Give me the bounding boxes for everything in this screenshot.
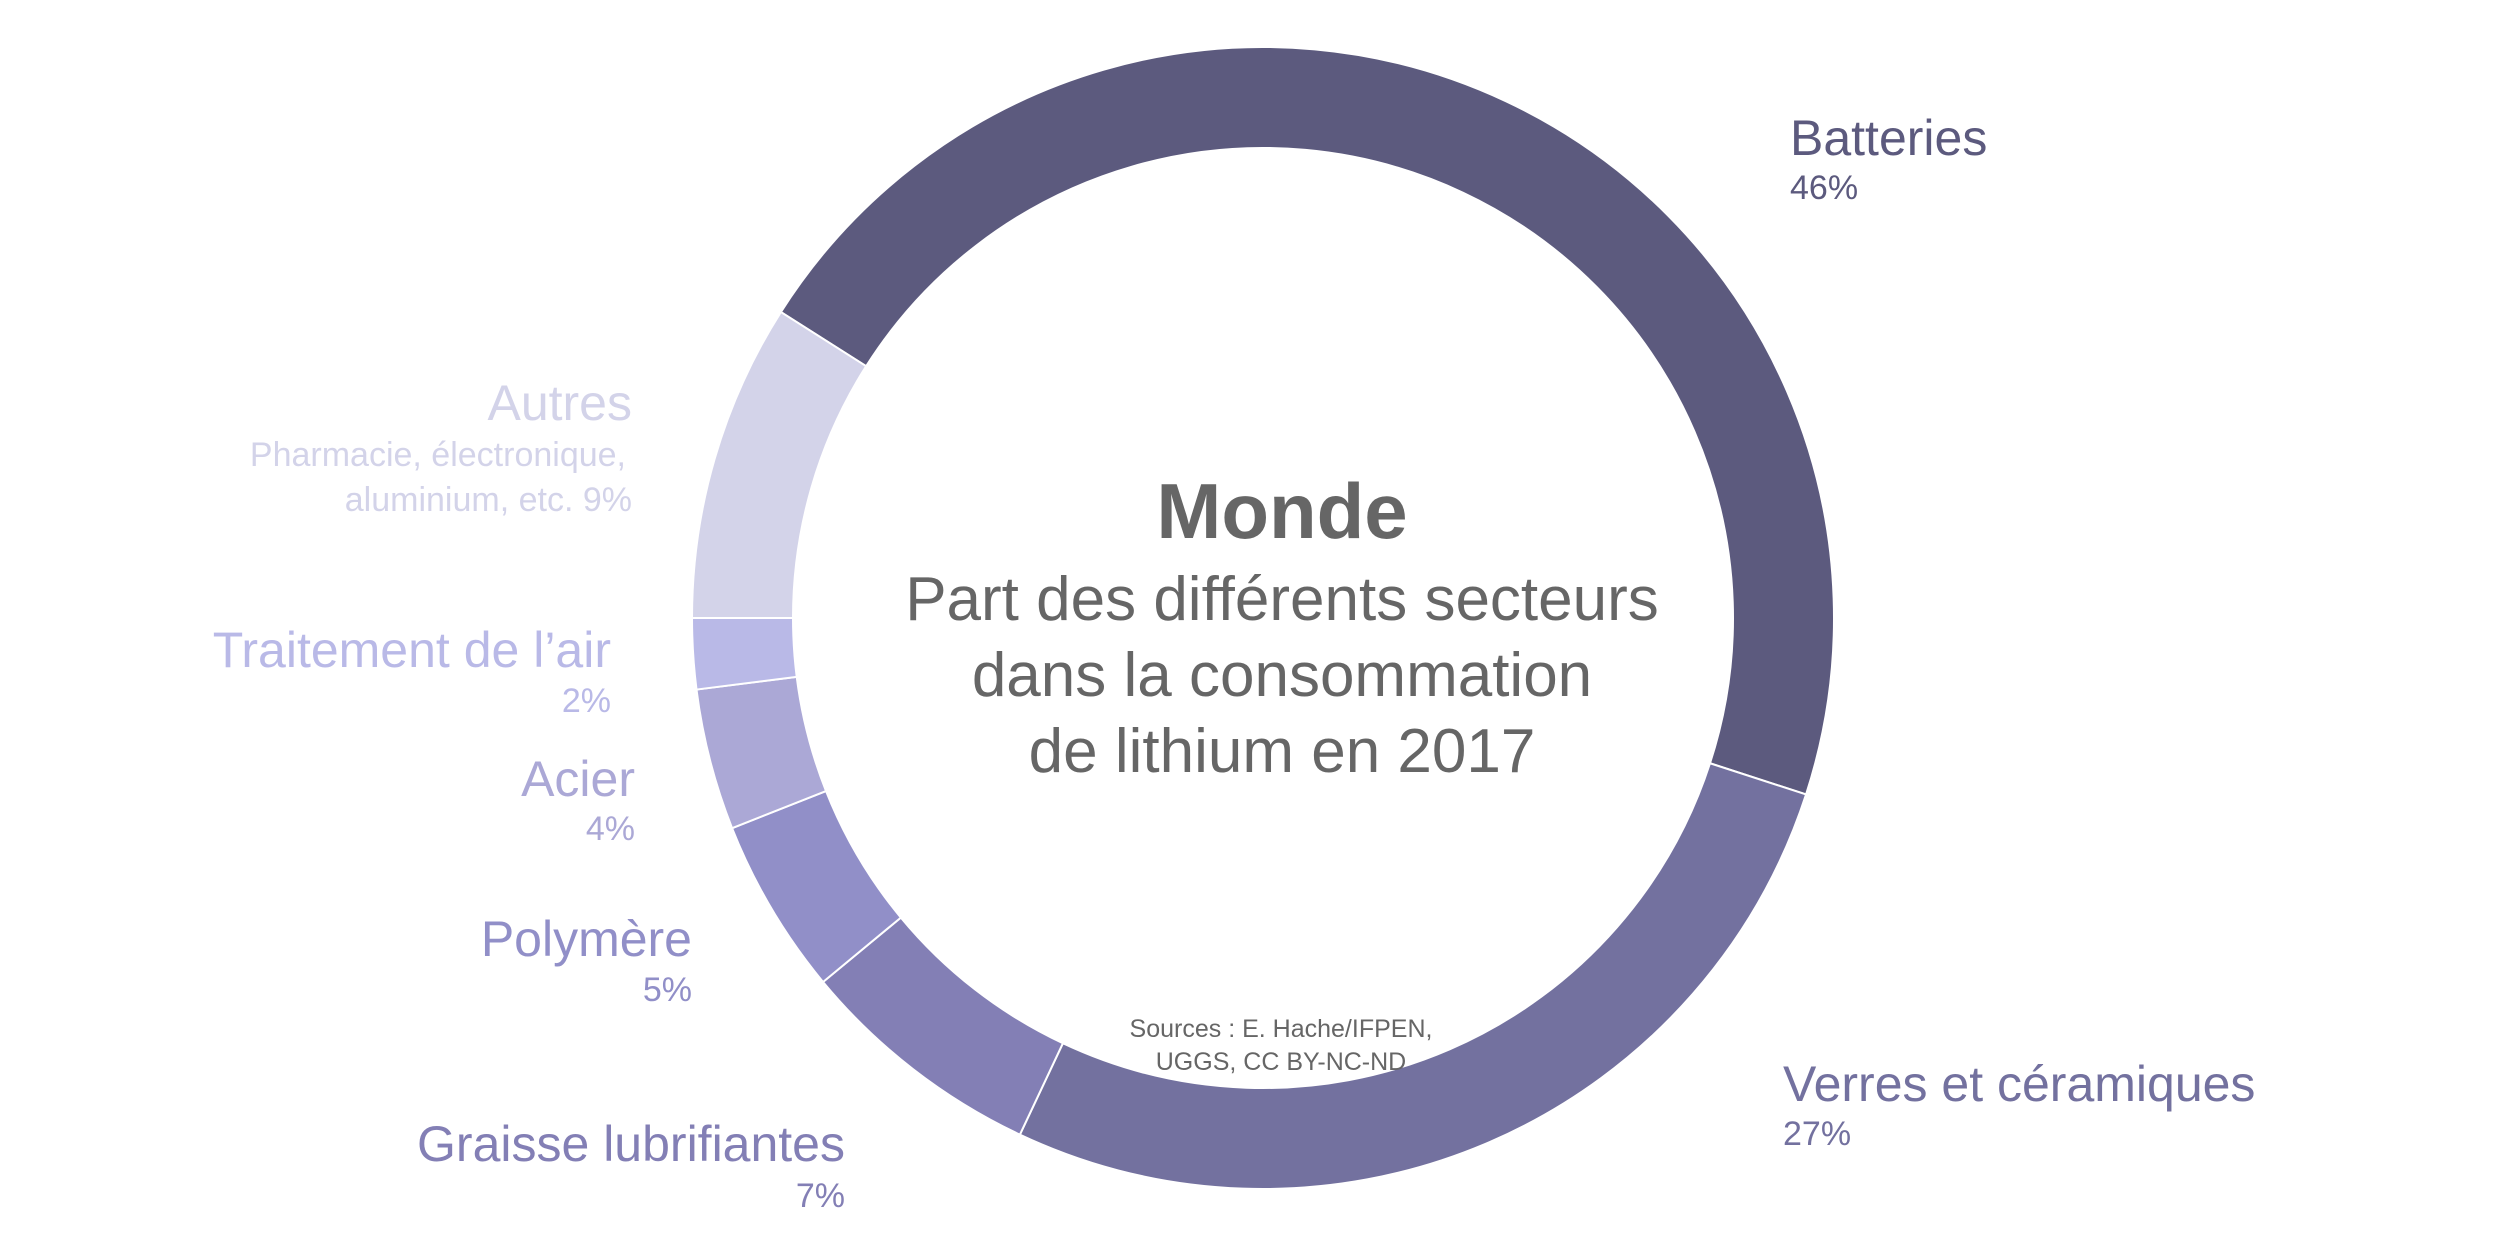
- slice-batteries: [779, 46, 1835, 796]
- pct-polymere: 5%: [643, 971, 692, 1009]
- detail-autres-line-2: aluminium, etc. 9%: [345, 481, 632, 519]
- chart-subtitle-line-2: dans la consommation: [972, 641, 1592, 710]
- label-traitement-air: Traitement de l’air: [213, 622, 611, 678]
- pct-acier: 4%: [586, 810, 635, 848]
- source-line-1: Sources : E. Hache/IFPEN,: [1130, 1015, 1433, 1043]
- slice-verres-et-ceramiques: [1018, 761, 1808, 1190]
- label-batteries: Batteries: [1790, 110, 1987, 166]
- pct-graisse-lubrifiantes: 7%: [796, 1177, 845, 1215]
- chart-title: Monde: [1156, 467, 1407, 555]
- label-autres: Autres: [487, 375, 632, 431]
- donut-slices: [690, 46, 1835, 1190]
- pct-verres-ceramiques: 27%: [1783, 1115, 1851, 1153]
- label-graisse-lubrifiantes: Graisse lubrifiantes: [417, 1116, 845, 1172]
- chart-subtitle-line-1: Part des différents secteurs: [905, 565, 1659, 634]
- detail-autres-line-1: Pharmacie, électronique,: [250, 436, 626, 474]
- chart-subtitle-line-3: de lithium en 2017: [1029, 717, 1536, 786]
- slice-autres: [690, 310, 868, 619]
- source-line-2: UGGS, CC BY-NC-ND: [1156, 1048, 1407, 1076]
- pct-batteries: 46%: [1790, 169, 1858, 207]
- pct-traitement-air: 2%: [562, 682, 611, 720]
- label-acier: Acier: [521, 751, 635, 807]
- label-verres-ceramiques: Verres et céramiques: [1783, 1056, 2255, 1112]
- slice-traitement-de-l-air: [690, 617, 798, 691]
- label-polymere: Polymère: [481, 911, 692, 967]
